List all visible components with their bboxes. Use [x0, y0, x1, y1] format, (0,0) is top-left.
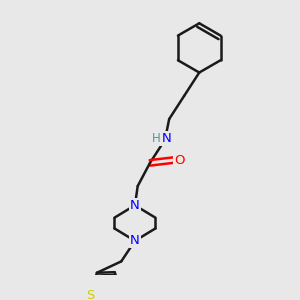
Text: O: O	[174, 154, 184, 166]
Text: H: H	[152, 132, 161, 145]
Text: N: N	[130, 199, 140, 212]
Text: S: S	[86, 289, 95, 300]
Text: N: N	[130, 234, 140, 248]
Text: N: N	[161, 132, 171, 145]
